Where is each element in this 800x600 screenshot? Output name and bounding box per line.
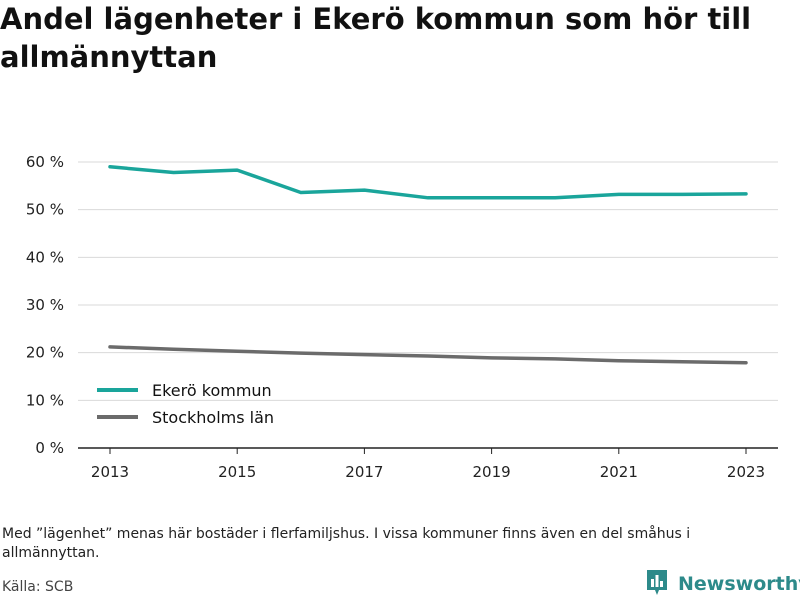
series-line: [108, 345, 748, 365]
legend-label: Stockholms län: [152, 408, 274, 427]
x-tick-label: 2019: [473, 463, 511, 481]
series-lines: [108, 165, 748, 365]
y-axis-ticks: 0 % 10 % 20 % 30 % 40 % 50 % 60 %: [26, 153, 64, 457]
x-tick-label: 2023: [727, 463, 765, 481]
brand-name: Newsworthy: [678, 573, 800, 595]
x-tick-label: 2021: [600, 463, 638, 481]
y-tick-label: 50 %: [26, 201, 64, 219]
y-tick-label: 20 %: [26, 344, 64, 362]
x-tick-label: 2015: [218, 463, 256, 481]
legend: Ekerö kommun Stockholms län: [97, 381, 274, 427]
gridlines: [78, 161, 778, 401]
chart-title: Andel lägenheter i Ekerö kommun som hör …: [0, 2, 752, 74]
x-tick-label: 2017: [345, 463, 383, 481]
y-tick-label: 40 %: [26, 248, 64, 266]
footnote: Med ”lägenhet” menas här bostäder i fler…: [2, 526, 691, 561]
y-tick-label: 10 %: [26, 391, 64, 409]
legend-label: Ekerö kommun: [152, 381, 272, 400]
source-text: Källa: SCB: [2, 579, 74, 595]
x-tick-label: 2013: [91, 463, 129, 481]
newsworthy-logo[interactable]: Newsworthy: [645, 570, 800, 598]
y-tick-label: 0 %: [35, 439, 64, 457]
y-tick-label: 30 %: [26, 296, 64, 314]
bar-chart-logo-icon: [645, 568, 669, 600]
series-line: [108, 165, 748, 200]
x-axis: 2013 2015 2017 2019 2021 2023: [78, 447, 778, 481]
y-tick-label: 60 %: [26, 153, 64, 171]
